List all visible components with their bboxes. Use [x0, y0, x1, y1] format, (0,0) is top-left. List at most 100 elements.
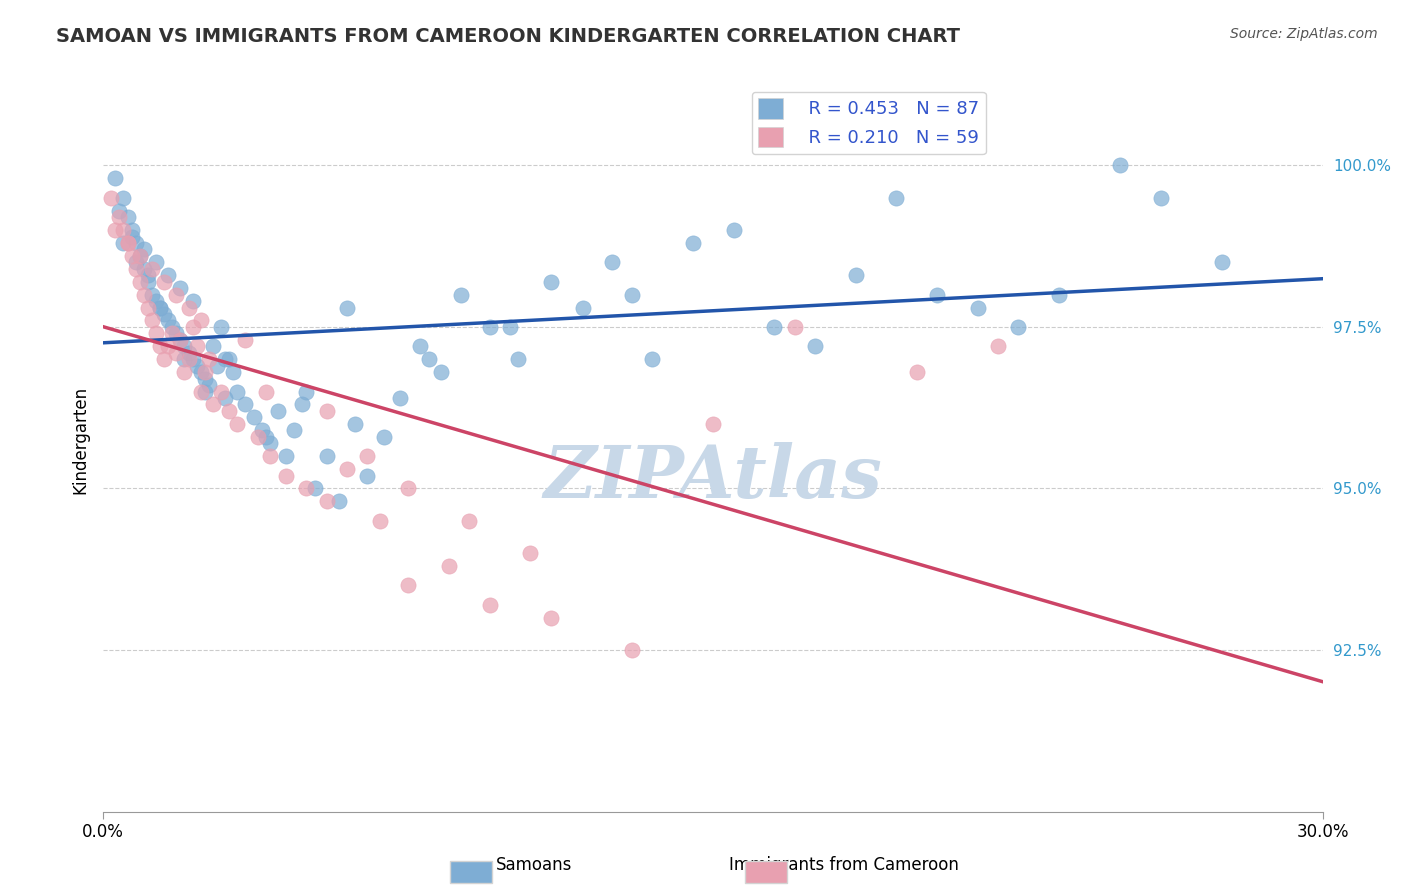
Point: [389, 391, 412, 405]
Point: [165, 287, 187, 301]
Point: [121, 223, 143, 237]
Point: [235, 397, 257, 411]
Y-axis label: Kindergarten: Kindergarten: [72, 386, 89, 494]
Point: [396, 578, 419, 592]
Point: [124, 235, 146, 250]
Point: [429, 365, 451, 379]
Point: [723, 223, 745, 237]
Point: [162, 320, 184, 334]
Point: [104, 223, 127, 237]
Point: [108, 210, 131, 224]
Legend:   R = 0.453   N = 87,   R = 0.210   N = 59: R = 0.453 N = 87, R = 0.210 N = 59: [752, 92, 986, 154]
Point: [254, 384, 277, 399]
Point: [169, 333, 191, 347]
Point: [165, 326, 187, 341]
Point: [458, 514, 481, 528]
Text: Immigrants from Cameroon: Immigrants from Cameroon: [728, 856, 959, 874]
Point: [190, 313, 212, 327]
Point: [162, 326, 184, 341]
Point: [190, 384, 212, 399]
Point: [141, 287, 163, 301]
Point: [356, 449, 378, 463]
Text: Source: ZipAtlas.com: Source: ZipAtlas.com: [1230, 27, 1378, 41]
Point: [242, 410, 264, 425]
Point: [478, 598, 501, 612]
Point: [641, 352, 664, 367]
Point: [246, 430, 269, 444]
Point: [222, 365, 245, 379]
Point: [478, 320, 501, 334]
Point: [136, 268, 159, 283]
Point: [1109, 158, 1132, 172]
Point: [368, 514, 391, 528]
Point: [259, 436, 281, 450]
Point: [966, 301, 988, 315]
Point: [540, 275, 562, 289]
Point: [209, 320, 232, 334]
Point: [149, 339, 172, 353]
Point: [218, 404, 240, 418]
Point: [177, 301, 200, 315]
Point: [315, 494, 337, 508]
Point: [136, 275, 159, 289]
Point: [117, 210, 139, 224]
Point: [141, 313, 163, 327]
Point: [620, 287, 643, 301]
Point: [205, 359, 228, 373]
Point: [124, 255, 146, 269]
Point: [214, 352, 236, 367]
Point: [783, 320, 806, 334]
Point: [209, 384, 232, 399]
Point: [141, 261, 163, 276]
Point: [283, 423, 305, 437]
Point: [112, 223, 135, 237]
Point: [149, 301, 172, 315]
Point: [226, 384, 249, 399]
Point: [450, 287, 472, 301]
Point: [1211, 255, 1233, 269]
Point: [304, 482, 326, 496]
Point: [925, 287, 948, 301]
Point: [194, 371, 217, 385]
Point: [117, 235, 139, 250]
Point: [905, 365, 928, 379]
Point: [519, 546, 541, 560]
Point: [276, 449, 298, 463]
Point: [1149, 191, 1171, 205]
Point: [267, 404, 290, 418]
Point: [1047, 287, 1070, 301]
Point: [121, 249, 143, 263]
Point: [165, 346, 187, 360]
Point: [373, 430, 395, 444]
Point: [145, 255, 167, 269]
Point: [100, 191, 122, 205]
Point: [153, 307, 176, 321]
Point: [157, 268, 180, 283]
Point: [344, 417, 367, 431]
Point: [218, 352, 240, 367]
Point: [506, 352, 529, 367]
Point: [315, 449, 337, 463]
Point: [194, 365, 217, 379]
Point: [153, 352, 176, 367]
Point: [169, 281, 191, 295]
Point: [153, 275, 176, 289]
Point: [132, 261, 155, 276]
Point: [226, 417, 249, 431]
Point: [186, 359, 208, 373]
Point: [804, 339, 827, 353]
Text: Samoans: Samoans: [496, 856, 572, 874]
Point: [763, 320, 786, 334]
Point: [132, 287, 155, 301]
Point: [250, 423, 273, 437]
Point: [499, 320, 522, 334]
Point: [328, 494, 350, 508]
Point: [157, 313, 180, 327]
Point: [190, 365, 212, 379]
Point: [254, 430, 277, 444]
Point: [181, 294, 204, 309]
Point: [276, 468, 298, 483]
Point: [186, 339, 208, 353]
Point: [600, 255, 623, 269]
Point: [409, 339, 432, 353]
